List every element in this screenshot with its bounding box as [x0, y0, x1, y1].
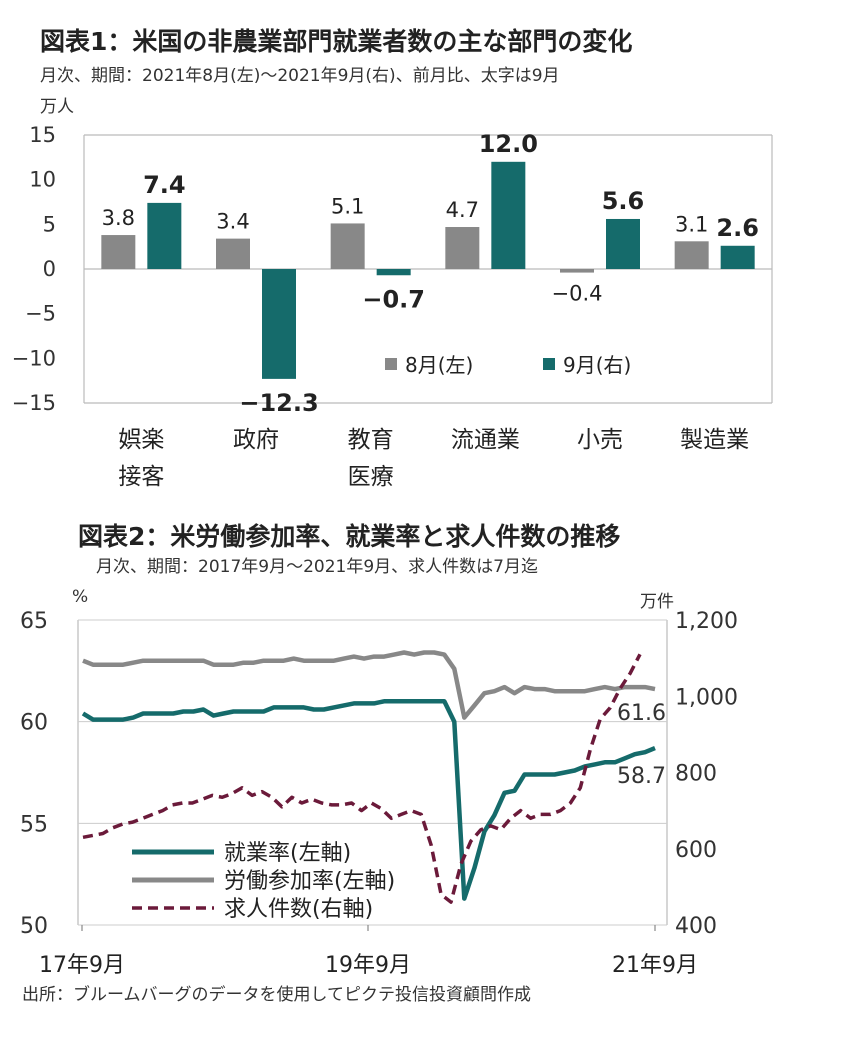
- chart1-category-label: 娯楽: [118, 427, 164, 453]
- chart2-legend-label: 就業率(左軸): [224, 841, 351, 866]
- chart2-legend-label: 労働参加率(左軸): [224, 869, 395, 894]
- chart2-series-line: [82, 650, 656, 720]
- chart1-category-label: 流通業: [451, 427, 520, 453]
- source-note: 出所：ブルームバーグのデータを使用してピクテ投信投資顧問作成: [22, 985, 531, 1005]
- chart2-end-label: 58.7: [617, 764, 666, 789]
- chart1-data-label: −0.4: [552, 282, 603, 306]
- chart2-end-label: 61.6: [617, 701, 666, 726]
- chart2-left-tick-label: 50: [20, 914, 48, 939]
- chart1-y-tick-label: −5: [25, 302, 56, 326]
- chart1-bar: [101, 235, 136, 269]
- chart1-category-label: 接客: [118, 464, 164, 490]
- chart1-subtitle: 月次、期間：2021年8月(左)～2021年9月(右)、前月比、太字は9月: [40, 66, 560, 86]
- chart1-legend-label: 9月(右): [563, 353, 631, 377]
- chart2-left-tick-label: 55: [20, 812, 48, 837]
- chart2-x-tick-label: 21年9月: [612, 953, 698, 978]
- chart1-bar: [445, 227, 480, 269]
- chart2-right-tick-label: 600: [675, 838, 717, 863]
- chart1-bar: [491, 161, 526, 269]
- chart1-bar: [262, 269, 296, 379]
- chart2-x-tick-label: 17年9月: [39, 953, 125, 978]
- chart2-subtitle: 月次、期間：2017年9月～2021年9月、求人件数は7月迄: [96, 557, 538, 577]
- chart2-x-tick-label: 19年9月: [325, 953, 411, 978]
- chart1-title: 図表1：米国の非農業部門就業者数の主な部門の変化: [40, 27, 633, 56]
- chart2-left-tick-label: 65: [20, 609, 48, 634]
- chart2-right-tick-label: 800: [675, 762, 717, 787]
- chart1-data-label: 12.0: [479, 130, 538, 158]
- chart1-legend-swatch: [543, 358, 555, 370]
- chart1-data-label: 4.7: [446, 198, 479, 222]
- chart2-left-tick-label: 60: [20, 711, 48, 736]
- chart1-category-label: 教育: [348, 427, 394, 453]
- chart2-right-tick-label: 400: [675, 914, 717, 939]
- chart1-bar: [606, 218, 640, 269]
- chart1-data-label: −0.7: [362, 285, 425, 313]
- chart1-y-tick-label: −15: [12, 391, 56, 415]
- chart2-right-tick-label: 1,200: [675, 609, 738, 634]
- chart1-bar: [330, 223, 365, 269]
- chart1-y-tick-label: 10: [29, 168, 56, 192]
- chart1-data-label: 7.4: [143, 171, 186, 199]
- chart1-bar: [216, 238, 250, 269]
- chart1-data-label: 2.6: [716, 214, 759, 242]
- chart1-legend-swatch: [385, 358, 397, 370]
- chart1-data-label: 3.8: [102, 206, 135, 230]
- chart1-data-label: 3.4: [216, 210, 249, 234]
- chart1-data-label: 5.1: [331, 194, 364, 218]
- chart1-data-label: 5.6: [602, 187, 645, 215]
- chart2-series-line: [82, 653, 642, 904]
- chart1-bar: [674, 241, 709, 269]
- chart1-bar: [720, 245, 755, 269]
- chart1-data-label: 3.1: [675, 212, 708, 236]
- chart1-category-label: 小売: [577, 427, 623, 453]
- chart1-data-label: −12.3: [239, 389, 318, 417]
- chart1-category-label: 医療: [348, 464, 394, 490]
- chart1-y-tick-label: −10: [12, 346, 56, 370]
- chart2-legend-label: 求人件数(右軸): [224, 897, 373, 922]
- chart2-right-unit: 万件: [640, 592, 674, 612]
- chart2-series-line: [81, 699, 656, 901]
- chart1-category-label: 政府: [233, 427, 279, 453]
- chart2-title: 図表2：米労働参加率、就業率と求人件数の推移: [78, 522, 621, 551]
- chart1-bar: [147, 202, 182, 269]
- chart1-bar: [376, 269, 411, 276]
- chart2-right-tick-label: 1,000: [675, 685, 738, 710]
- chart1-y-tick-label: 0: [43, 257, 56, 281]
- chart1-y-tick-label: 15: [29, 123, 56, 147]
- chart1-legend-label: 8月(左): [405, 353, 473, 377]
- chart2-left-unit: %: [72, 587, 89, 607]
- chart1-bar: [560, 269, 594, 273]
- chart1-category-label: 製造業: [680, 427, 749, 453]
- chart1-y-tick-label: 5: [43, 212, 56, 236]
- chart1-unit: 万人: [40, 97, 74, 117]
